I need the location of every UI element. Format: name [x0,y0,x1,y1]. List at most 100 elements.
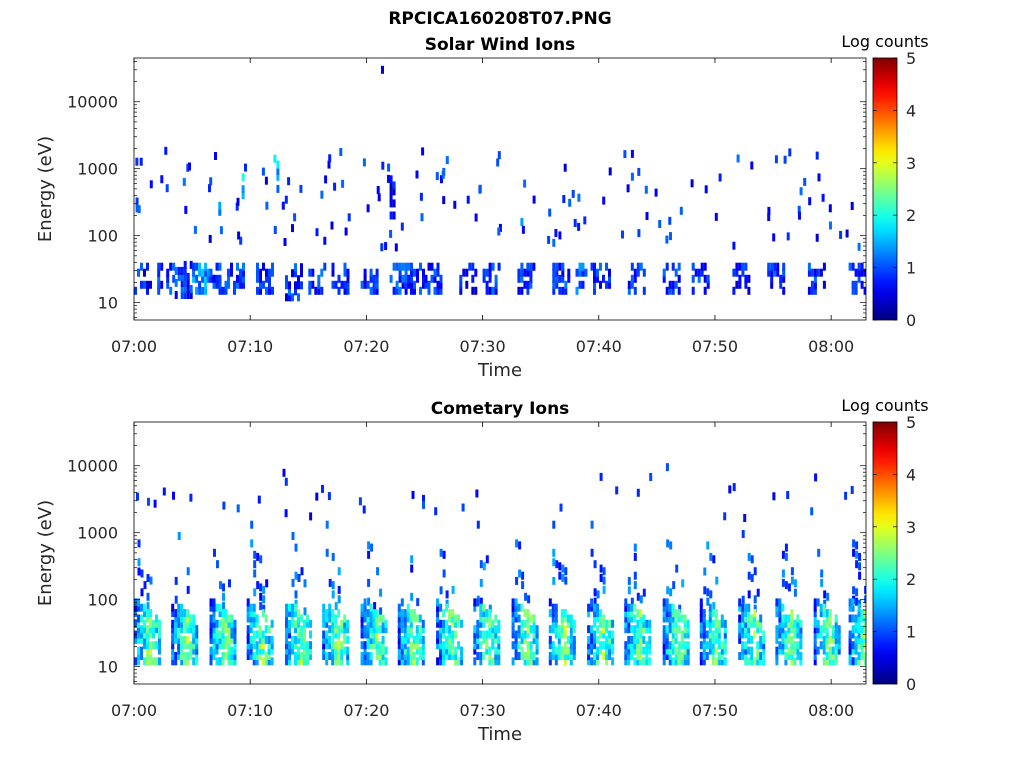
data-cell [137,635,140,644]
data-cell [705,641,709,650]
data-cell [233,625,237,634]
data-cell [599,614,603,623]
data-cell [759,652,763,660]
data-cell [281,201,285,210]
data-cell [421,657,425,666]
data-cell [825,635,829,644]
data-cell [852,539,856,548]
data-cell [535,625,539,634]
data-cell [816,625,820,634]
data-cell [249,603,253,612]
data-cell [421,625,425,634]
data-cell [419,262,422,271]
data-cell [294,603,297,612]
data-cell [218,630,222,639]
data-cell [753,609,757,618]
data-cell [439,641,443,650]
data-cell [741,530,745,538]
data-cell [497,227,501,236]
data-cell [639,646,643,655]
data-cell [602,641,606,650]
data-cell [333,182,337,191]
data-cell [680,657,684,666]
data-cell [599,619,603,628]
data-cell [514,646,518,655]
data-cell [526,268,530,277]
data-cell [860,625,864,634]
x-tick-label: 07:30 [460,701,506,720]
data-cell [308,280,312,289]
data-cell [587,652,591,660]
data-cell [403,630,407,639]
x-tick-label: 08:00 [808,701,854,720]
data-cell [488,619,492,628]
data-cell [363,646,367,655]
data-cell [686,657,690,666]
data-cell [135,157,139,166]
data-cell [188,162,191,171]
data-cell [183,291,187,299]
data-cell [224,286,228,295]
data-cell [799,641,803,650]
data-cell [183,652,187,660]
data-cell [563,614,567,623]
data-cell [343,280,347,289]
data-cell [160,175,164,184]
data-cell [547,235,551,244]
data-cell [820,569,824,578]
data-cell [409,646,413,655]
data-cell [662,646,666,655]
data-cell [221,614,225,623]
data-cell [523,609,527,618]
data-cell [627,646,631,655]
data-cell [363,268,367,277]
data-cell [774,155,778,164]
data-cell [186,272,190,281]
data-cell [375,280,379,289]
data-cell [341,179,345,188]
data-cell [857,652,861,660]
data-cell [813,598,817,607]
data-cell [261,635,265,644]
data-cell [340,646,344,655]
data-cell [137,646,140,655]
data-cell [605,262,608,271]
data-cell [415,170,419,179]
data-cell [482,562,486,571]
data-cell [189,260,193,269]
data-cell [828,614,832,623]
data-cell [372,274,376,283]
data-cell [605,652,609,660]
data-cell [315,492,319,501]
data-cell [529,614,533,623]
data-cell [615,486,619,495]
data-cell [221,630,225,639]
data-cell [416,274,419,283]
data-cell [340,652,344,660]
data-cell [209,625,213,634]
data-cell [593,614,597,623]
data-cell [781,603,785,612]
data-cell [563,625,567,634]
data-cell [683,625,687,634]
data-cell [360,614,364,623]
data-cell [209,619,213,628]
data-cell [321,484,324,493]
data-cell [633,635,637,644]
data-cell [602,619,606,628]
data-cell [850,486,854,494]
data-cell [328,154,332,163]
data-cell [378,614,382,623]
data-cell [224,652,228,660]
data-cell [558,262,562,271]
data-cell [158,646,161,655]
data-cell [674,657,678,666]
data-cell [328,603,332,612]
data-cell [624,646,628,655]
data-cell [863,609,866,618]
data-cell [819,603,823,612]
data-cell [699,625,703,634]
data-cell [406,657,410,666]
data-cell [686,625,690,634]
data-cell [149,576,153,585]
